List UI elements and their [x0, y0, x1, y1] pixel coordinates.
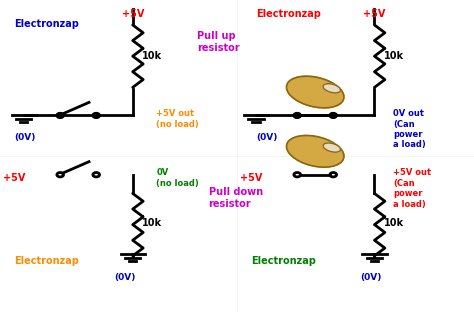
Text: +5V: +5V	[240, 173, 263, 183]
Text: (0V): (0V)	[256, 133, 277, 142]
Text: 0V
(no load): 0V (no load)	[156, 168, 199, 188]
Text: 10k: 10k	[142, 218, 162, 228]
Text: Electronzap: Electronzap	[14, 256, 79, 266]
Text: (0V): (0V)	[14, 133, 36, 142]
Text: (0V): (0V)	[360, 273, 382, 282]
Text: +5V out
(Can
power
a load): +5V out (Can power a load)	[393, 168, 431, 209]
Text: +5V: +5V	[363, 9, 386, 19]
Text: +5V: +5V	[3, 173, 26, 183]
Text: Electronzap: Electronzap	[251, 256, 316, 266]
Text: +5V: +5V	[121, 9, 144, 19]
Text: +5V out
(no load): +5V out (no load)	[156, 109, 199, 129]
Ellipse shape	[286, 76, 344, 108]
Text: (0V): (0V)	[114, 273, 135, 282]
Text: Pull down
resistor: Pull down resistor	[209, 187, 263, 209]
Text: Electronzap: Electronzap	[256, 9, 321, 19]
Ellipse shape	[323, 143, 340, 152]
Text: 10k: 10k	[384, 218, 404, 228]
Text: Electronzap: Electronzap	[14, 19, 79, 29]
Text: 0V out
(Can
power
a load): 0V out (Can power a load)	[393, 109, 426, 149]
Text: 10k: 10k	[384, 51, 404, 61]
Ellipse shape	[323, 84, 340, 93]
Text: Pull up
resistor: Pull up resistor	[197, 31, 239, 53]
Ellipse shape	[286, 135, 344, 167]
Text: 10k: 10k	[142, 51, 162, 61]
